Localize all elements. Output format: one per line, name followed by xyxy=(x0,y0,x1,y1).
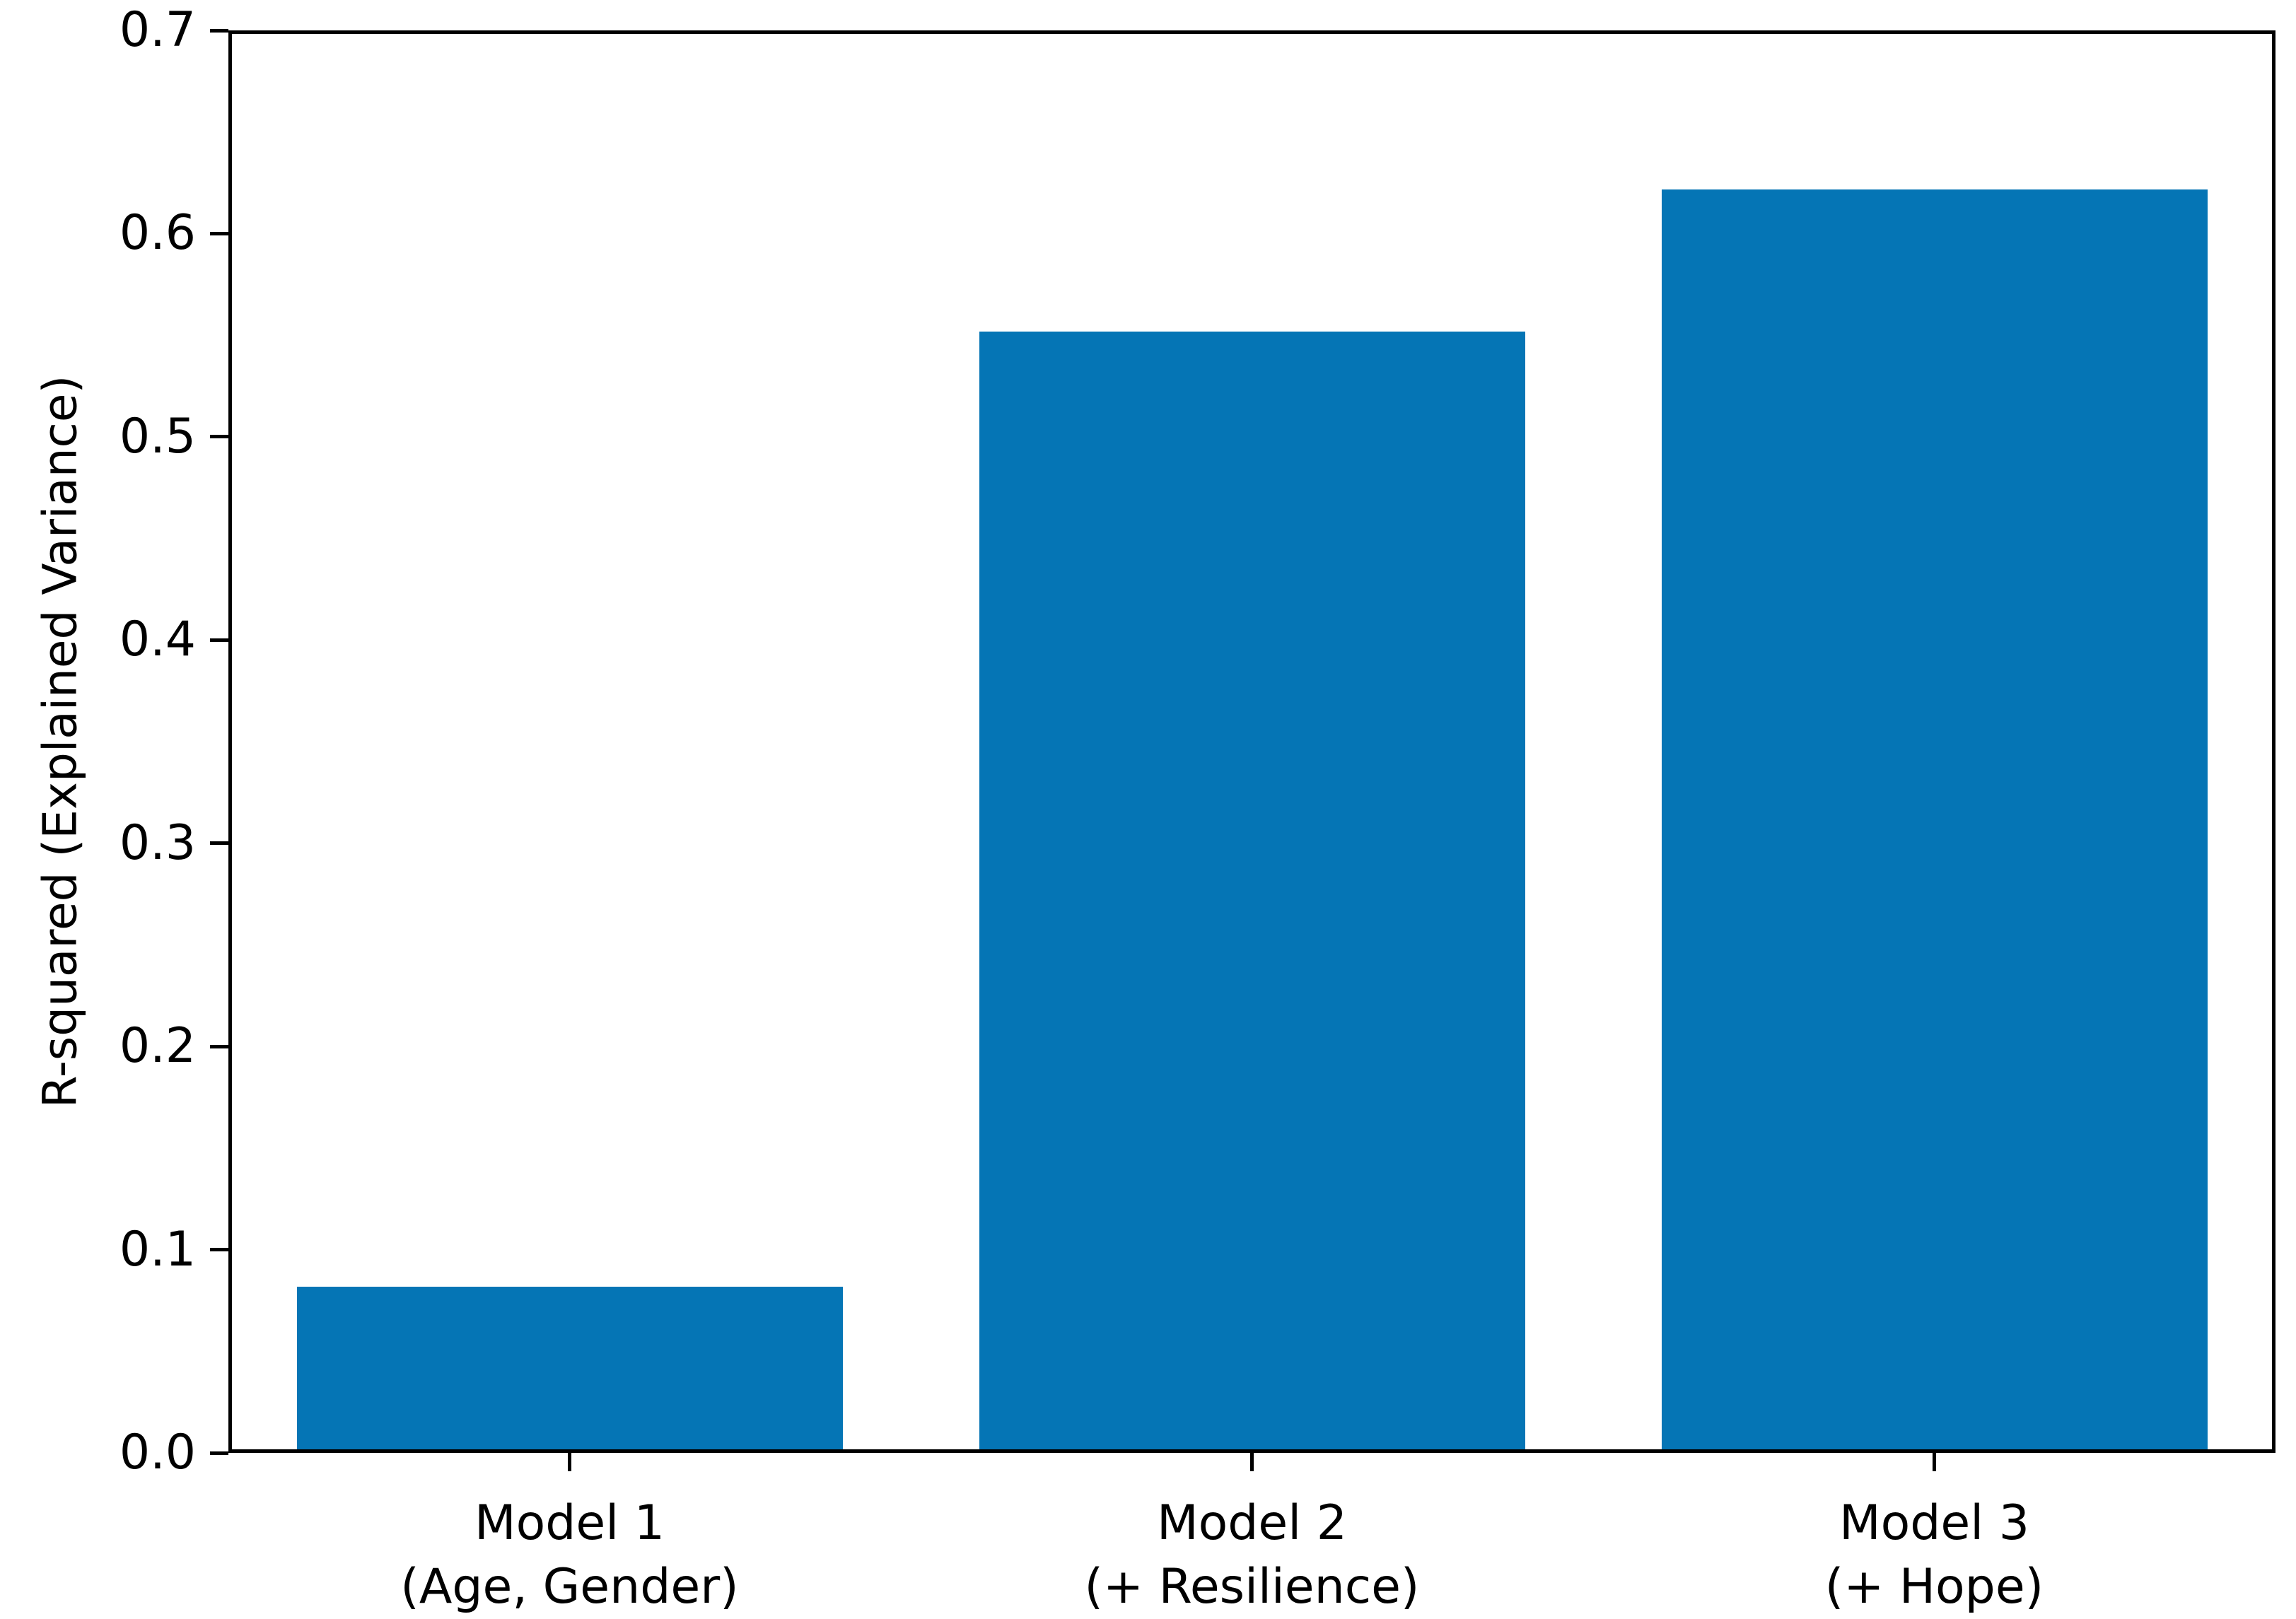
plot-area xyxy=(228,30,2275,1453)
y-tick-label: 0.5 xyxy=(119,408,196,464)
category-label: Model 3 xyxy=(1838,1495,2030,1551)
y-tick-label: 0.0 xyxy=(119,1425,196,1480)
y-tick-label: 0.2 xyxy=(119,1018,196,1075)
y-tick-label: 0.3 xyxy=(119,814,196,871)
y-tick-label: 0.7 xyxy=(119,2,196,58)
bar-model-3 xyxy=(1661,189,2208,1449)
x-tick-label-model-2: Model 2 (+ Resilience) xyxy=(934,1492,1571,1619)
bar-model-1 xyxy=(296,1287,843,1449)
category-label: Model 2 xyxy=(1156,1495,1348,1551)
category-sublabel: (Age, Gender) xyxy=(400,1559,739,1615)
x-axis-tick xyxy=(1933,1453,1936,1471)
y-axis-tick xyxy=(210,1451,228,1455)
category-label: Model 1 xyxy=(474,1495,665,1551)
y-tick-label: 0.4 xyxy=(119,612,196,668)
category-sublabel: (+ Resilience) xyxy=(1084,1559,1420,1615)
y-axis-tick xyxy=(210,841,228,846)
y-axis-tick xyxy=(210,28,228,33)
y-axis-tick xyxy=(210,1044,228,1048)
y-axis-tick xyxy=(210,638,228,642)
y-axis-tick xyxy=(210,435,228,439)
x-tick-label-model-1: Model 1 (Age, Gender) xyxy=(252,1492,888,1619)
x-tick-label-model-3: Model 3 (+ Hope) xyxy=(1616,1492,2253,1619)
y-axis-title: R-squared (Explained Variance) xyxy=(33,375,88,1109)
bar-model-2 xyxy=(979,332,1525,1449)
y-tick-label: 0.1 xyxy=(119,1221,196,1278)
category-sublabel: (+ Hope) xyxy=(1824,1559,2044,1615)
y-axis-tick xyxy=(210,231,228,235)
x-axis-tick xyxy=(1250,1453,1254,1471)
y-tick-label: 0.6 xyxy=(119,205,196,262)
y-axis-tick xyxy=(210,1248,228,1252)
x-axis-tick xyxy=(568,1453,571,1471)
